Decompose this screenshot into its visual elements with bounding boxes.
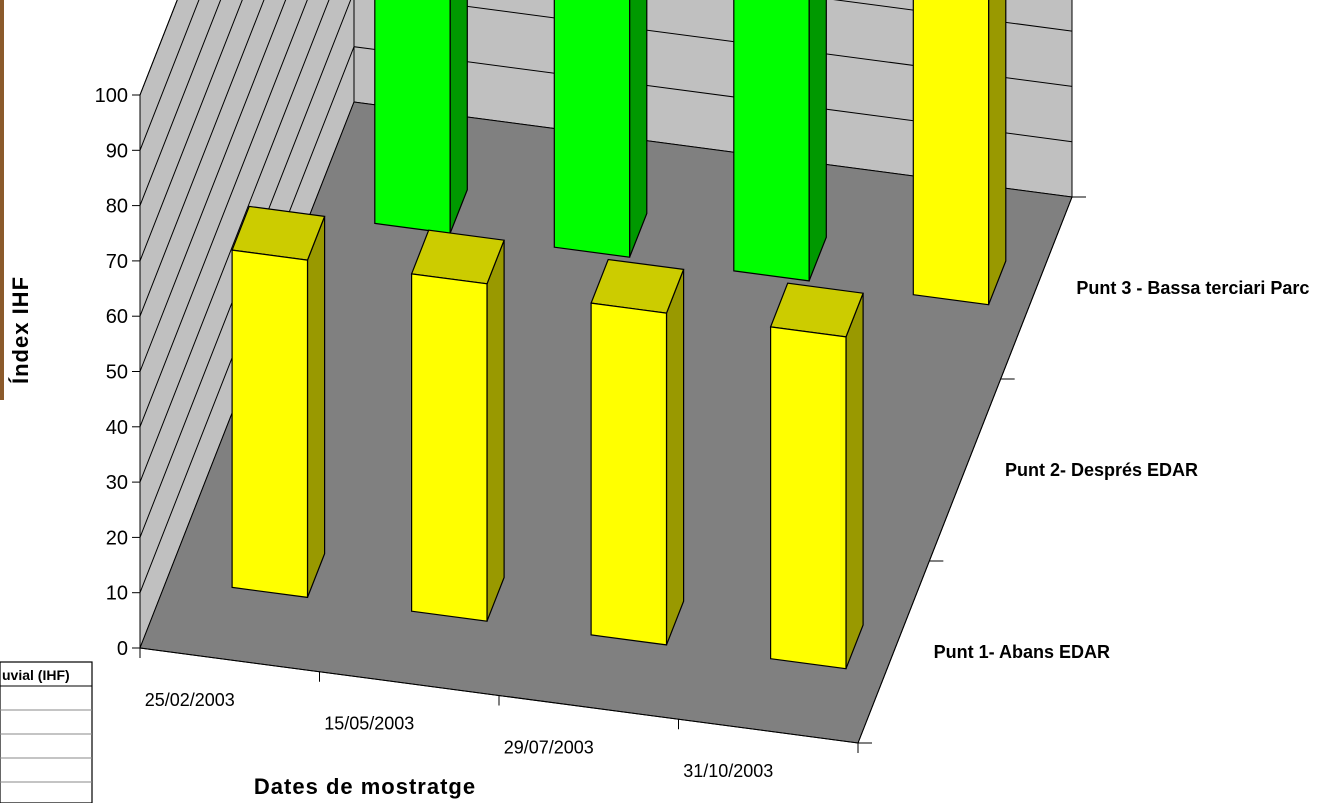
- gridline: [139, 46, 1073, 593]
- y-axis: 0 10 20 30 40 50 60 70 80 90 100: [95, 85, 141, 660]
- y-tick-label: 70: [106, 251, 128, 273]
- x-tick-label: 31/10/2003: [683, 761, 773, 781]
- y-tick-label: 80: [106, 196, 128, 218]
- cropped-left-strip: [0, 0, 4, 400]
- y-tick-label: 60: [106, 306, 128, 328]
- bar-front: [374, 0, 451, 235]
- series-label: Punt 2- Després EDAR: [1005, 460, 1198, 480]
- series-label: Punt 3 - Bassa terciari Parc: [1076, 278, 1309, 298]
- y-tick-label: 20: [106, 527, 128, 549]
- gridline: [139, 0, 243, 262]
- bar: [231, 205, 326, 599]
- y-tick-label: 50: [106, 362, 128, 384]
- gridlines: [139, 0, 1073, 593]
- gridline: [139, 0, 287, 372]
- x-tick-label: 25/02/2003: [145, 690, 235, 710]
- bar-front: [231, 249, 309, 599]
- series-label: Punt 1- Abans EDAR: [934, 642, 1110, 662]
- bar-front: [912, 0, 990, 306]
- gridline: [139, 0, 1073, 538]
- bars: [231, 0, 1007, 670]
- y-tick-label: 0: [117, 638, 128, 660]
- series-axis: Punt 1- Abans EDAR Punt 2- Després EDAR Pu…: [857, 196, 1309, 744]
- gridline: [139, 0, 1073, 483]
- bar-side: [845, 292, 864, 669]
- bar: [769, 282, 864, 670]
- bar: [553, 0, 648, 258]
- bar-front: [590, 302, 668, 646]
- cropped-table: uvial (IHF): [0, 661, 93, 803]
- x-tick-label: 15/05/2003: [324, 714, 414, 734]
- gridline: [139, 0, 222, 206]
- y-tick-label: 10: [106, 583, 128, 605]
- z-axis-line: [857, 196, 1073, 744]
- bar: [374, 0, 468, 235]
- bar-side: [665, 269, 685, 646]
- bar: [590, 258, 685, 646]
- bar-side: [987, 0, 1007, 305]
- bar: [912, 0, 1007, 306]
- bar-side: [808, 0, 827, 282]
- x-axis: 25/02/2003 15/05/2003 29/07/2003 31/10/2003: [139, 647, 859, 781]
- y-tick-label: 90: [106, 140, 128, 162]
- bar: [733, 0, 827, 282]
- bar-front: [411, 273, 488, 622]
- bar-side: [628, 0, 648, 258]
- gridline: [139, 0, 265, 317]
- y-axis-title: Índex IHF: [8, 276, 33, 384]
- bar-front: [769, 326, 847, 670]
- bar-side: [449, 0, 468, 234]
- y-tick-label: 100: [95, 85, 128, 107]
- bar-side: [486, 239, 505, 622]
- bar-front: [553, 0, 631, 258]
- bar-side: [306, 216, 326, 598]
- y-tick-label: 30: [106, 472, 128, 494]
- y-tick-label: 40: [106, 417, 128, 439]
- bar: [410, 229, 505, 622]
- x-tick-label: 29/07/2003: [504, 737, 594, 757]
- x-axis-title: Dates de mostratge: [254, 774, 476, 799]
- bar-front: [733, 0, 810, 282]
- cropped-table-header: uvial (IHF): [2, 667, 70, 683]
- gridline: [139, 0, 308, 427]
